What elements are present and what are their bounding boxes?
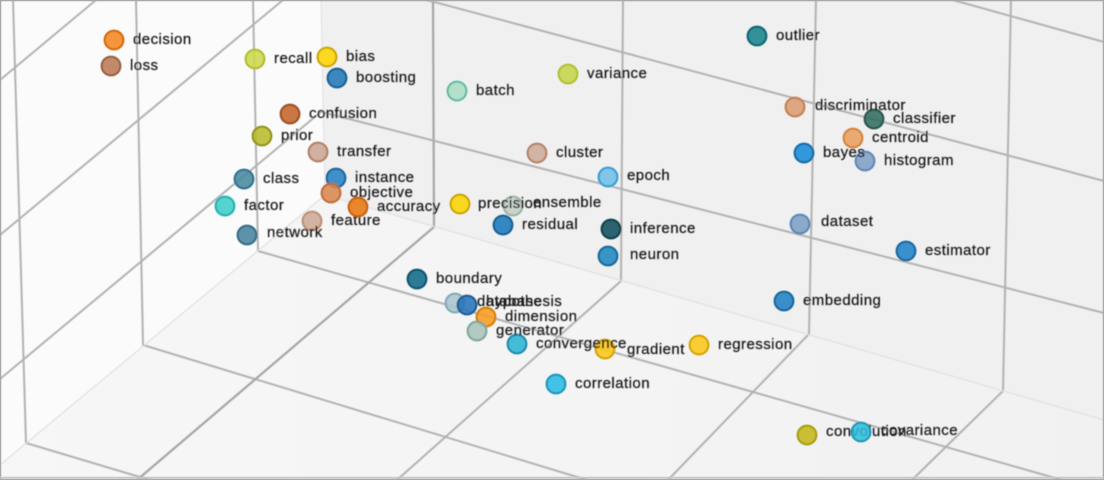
svg-text:bias: bias — [346, 48, 375, 65]
svg-text:classifier: classifier — [893, 110, 956, 127]
svg-text:regression: regression — [718, 336, 793, 353]
svg-text:inference: inference — [630, 220, 696, 237]
svg-text:hypothesis: hypothesis — [486, 293, 562, 310]
svg-text:batch: batch — [476, 82, 515, 99]
svg-text:boosting: boosting — [356, 69, 416, 86]
svg-text:gradient: gradient — [627, 341, 685, 358]
svg-text:transfer: transfer — [337, 143, 391, 160]
svg-text:residual: residual — [522, 216, 578, 233]
svg-text:neuron: neuron — [630, 246, 679, 263]
svg-text:cluster: cluster — [556, 144, 603, 161]
svg-text:loss: loss — [130, 57, 158, 74]
svg-text:dataset: dataset — [821, 213, 874, 230]
svg-text:histogram: histogram — [884, 152, 954, 169]
svg-text:ensemble: ensemble — [533, 194, 602, 211]
svg-text:instance: instance — [355, 169, 414, 186]
svg-text:network: network — [267, 224, 323, 241]
svg-text:class: class — [263, 170, 299, 187]
svg-text:bayes: bayes — [823, 144, 865, 161]
svg-text:database: database — [477, 293, 542, 310]
svg-text:confusion: confusion — [309, 105, 377, 122]
svg-text:boundary: boundary — [436, 270, 502, 287]
svg-text:embedding: embedding — [803, 292, 881, 309]
svg-text:convergence: convergence — [536, 335, 627, 352]
svg-text:epoch: epoch — [627, 167, 670, 184]
svg-text:generator: generator — [496, 322, 564, 339]
svg-text:estimator: estimator — [925, 242, 991, 259]
svg-text:outlier: outlier — [776, 27, 820, 44]
svg-text:variance: variance — [587, 65, 647, 82]
svg-text:covariance: covariance — [881, 422, 958, 439]
svg-text:discriminator: discriminator — [815, 97, 906, 114]
svg-text:precision: precision — [478, 195, 542, 212]
svg-text:centroid: centroid — [872, 129, 929, 146]
svg-text:decision: decision — [133, 31, 192, 48]
svg-text:correlation: correlation — [575, 375, 650, 392]
svg-text:factor: factor — [244, 197, 284, 214]
svg-text:dimension: dimension — [505, 308, 577, 325]
svg-text:objective: objective — [350, 184, 413, 201]
svg-text:accuracy: accuracy — [377, 198, 441, 215]
svg-text:prior: prior — [281, 127, 313, 144]
svg-text:feature: feature — [331, 212, 381, 229]
svg-text:recall: recall — [274, 50, 313, 67]
